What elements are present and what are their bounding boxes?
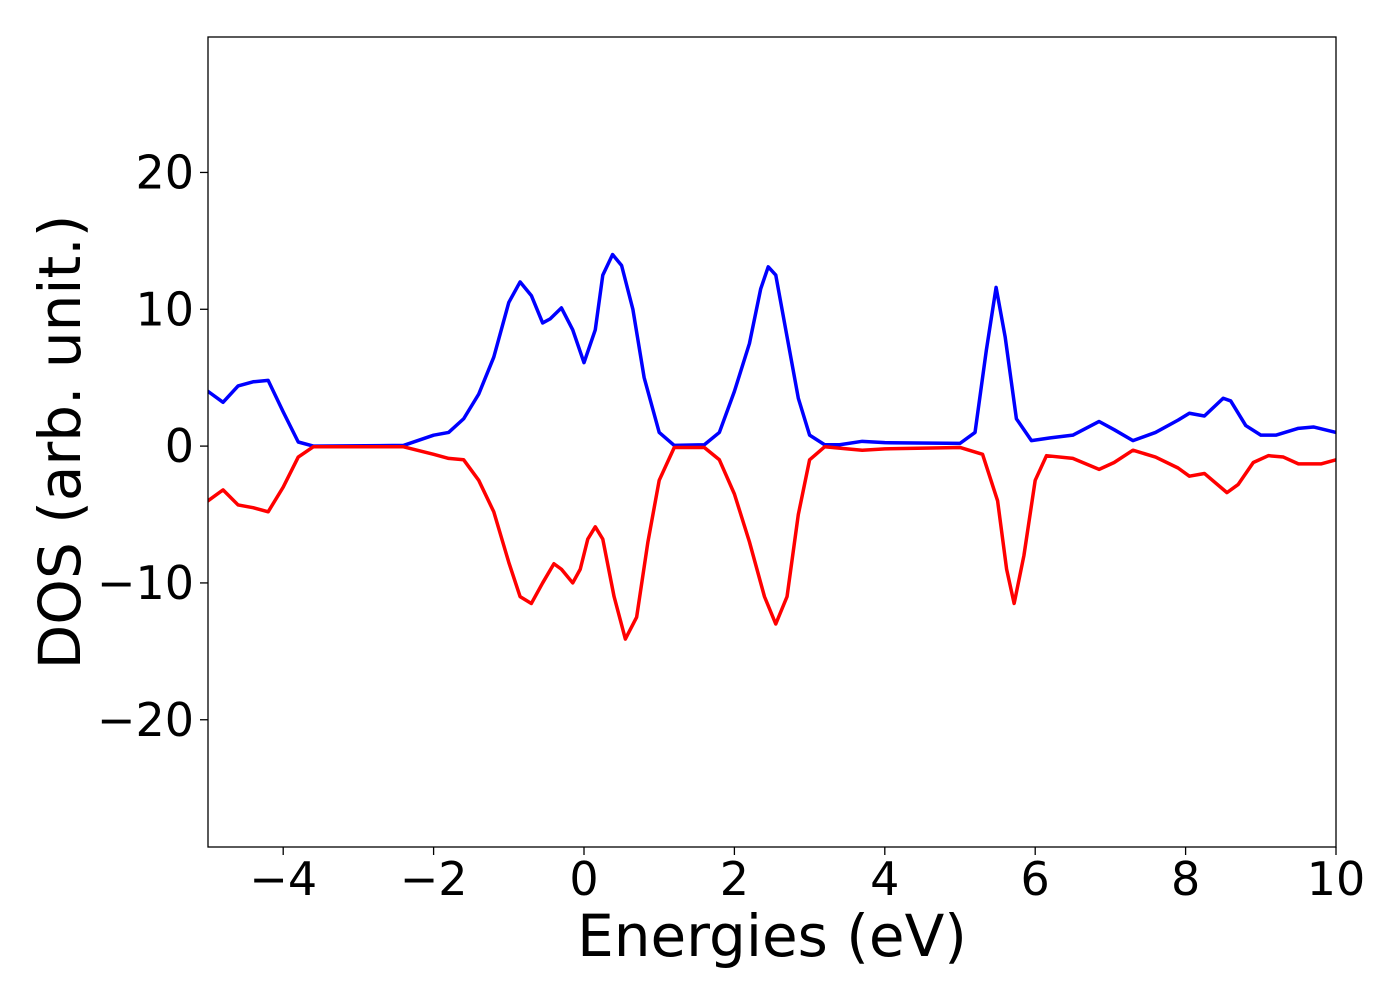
x-tick-label: 6 xyxy=(1021,852,1050,906)
y-tick-label: −20 xyxy=(97,693,194,747)
plot-lines xyxy=(208,252,1336,641)
y-tick-label: 0 xyxy=(165,419,194,473)
x-tick-label: −2 xyxy=(400,852,468,906)
series-line xyxy=(208,252,1336,448)
x-axis-label: Energies (eV) xyxy=(577,902,967,970)
y-tick-label: 20 xyxy=(135,145,194,199)
y-tick-label: −10 xyxy=(97,556,194,610)
x-tick-label: 4 xyxy=(870,852,899,906)
plot-frame xyxy=(207,36,1337,848)
y-tick-label: 10 xyxy=(135,282,194,336)
x-tick-label: 8 xyxy=(1171,852,1200,906)
x-tick-label: −4 xyxy=(249,852,317,906)
x-tick-label: 10 xyxy=(1307,852,1366,906)
y-axis-label: DOS (arb. unit.) xyxy=(26,215,94,670)
series-line xyxy=(208,445,1336,641)
x-tick-label: 2 xyxy=(720,852,749,906)
x-tick-label: 0 xyxy=(569,852,598,906)
